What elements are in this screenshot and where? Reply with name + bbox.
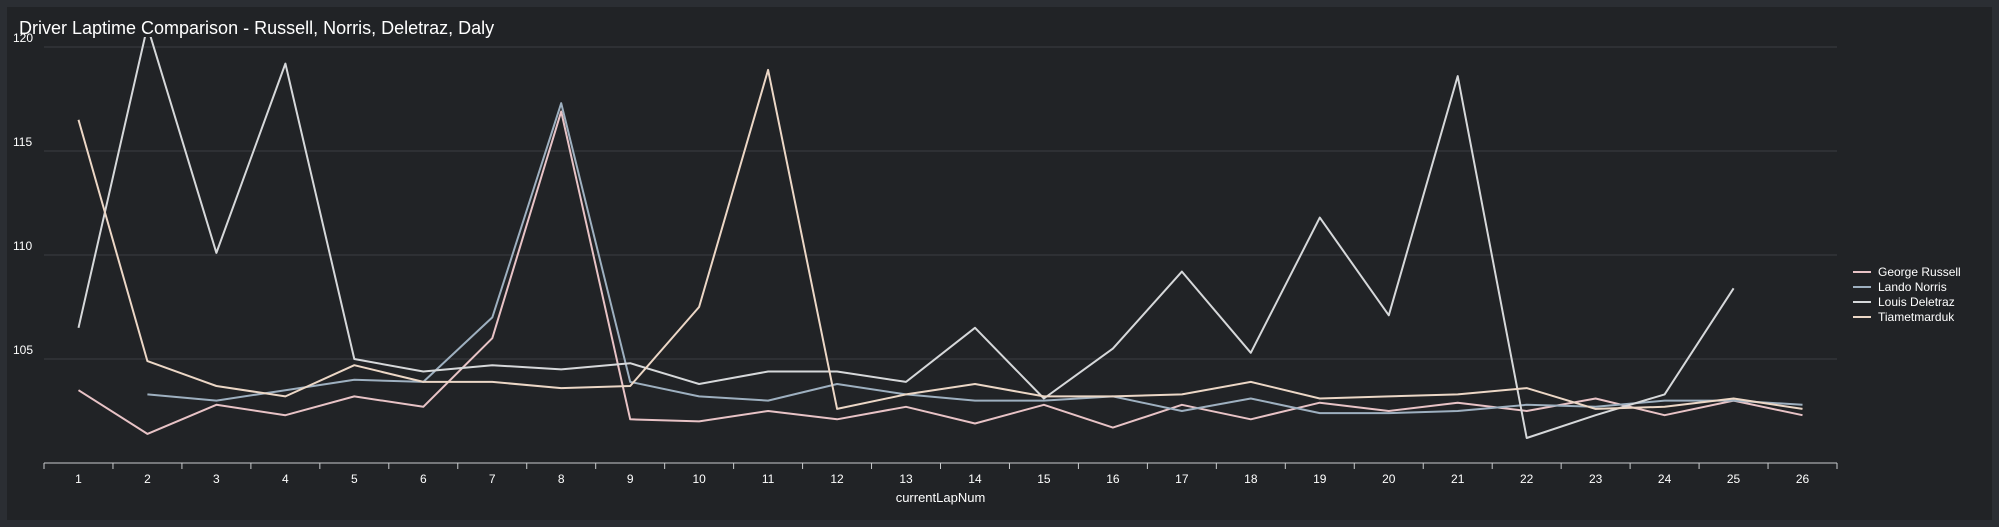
legend-label: Tiametmarduk xyxy=(1878,309,1955,324)
x-tick-label: 14 xyxy=(968,472,982,486)
x-tick-label: 20 xyxy=(1382,472,1396,486)
legend-swatch xyxy=(1853,270,1871,273)
x-tick-label: 22 xyxy=(1520,472,1534,486)
x-tick-label: 21 xyxy=(1451,472,1465,486)
x-tick-label: 16 xyxy=(1106,472,1120,486)
x-tick-label: 13 xyxy=(899,472,913,486)
x-tick-label: 24 xyxy=(1658,472,1672,486)
x-tick-label: 18 xyxy=(1244,472,1258,486)
panel-title: Driver Laptime Comparison - Russell, Nor… xyxy=(19,18,495,38)
legend-swatch xyxy=(1853,285,1871,288)
x-tick-label: 1 xyxy=(75,472,82,486)
y-tick-label: 110 xyxy=(13,239,32,253)
x-tick-label: 12 xyxy=(830,472,844,486)
x-tick-label: 26 xyxy=(1796,472,1810,486)
x-tick-label: 7 xyxy=(489,472,496,486)
series-line-tiametmarduk xyxy=(77,68,1803,410)
series-line-louis-deletraz xyxy=(77,37,1735,439)
legend: George Russell Lando Norris Louis Deletraz… xyxy=(1853,264,1961,324)
x-tick-label: 25 xyxy=(1727,472,1741,486)
y-tick-label: 120 xyxy=(13,31,33,45)
legend-item[interactable]: Tiametmarduk xyxy=(1853,309,1961,324)
legend-label: Louis Deletraz xyxy=(1878,294,1955,309)
legend-swatch xyxy=(1853,300,1871,303)
x-tick-label: 23 xyxy=(1589,472,1603,486)
x-tick-label: 2 xyxy=(144,472,151,486)
plot-area xyxy=(77,37,1803,439)
x-tick-label: 6 xyxy=(420,472,427,486)
legend-swatch xyxy=(1853,315,1871,318)
x-axis-title: currentLapNum xyxy=(896,490,986,505)
x-tick-label: 19 xyxy=(1313,472,1327,486)
series-line-george-russell xyxy=(77,110,1803,435)
x-tick-label: 11 xyxy=(762,472,775,486)
x-tick-label: 15 xyxy=(1037,472,1051,486)
x-tick-label: 4 xyxy=(282,472,289,486)
x-tick-label: 17 xyxy=(1175,472,1189,486)
y-tick-label: 115 xyxy=(13,135,32,149)
chart-panel: Driver Laptime Comparison - Russell, Nor… xyxy=(7,7,1992,520)
x-axis: 1 2 3 4 5 6 7 8 9 10 11 12 13 14 15 16 17 18 19 20 21 22 23 24 2… xyxy=(43,462,1838,505)
grid-lines xyxy=(44,46,1837,360)
y-tick-label: 105 xyxy=(13,343,33,357)
x-tick-label: 9 xyxy=(627,472,634,486)
legend-label: Lando Norris xyxy=(1878,279,1947,294)
legend-item[interactable]: Lando Norris xyxy=(1853,279,1961,294)
y-axis-labels: 105 110 115 120 xyxy=(13,31,33,357)
legend-item[interactable]: George Russell xyxy=(1853,264,1961,279)
legend-label: George Russell xyxy=(1878,264,1961,279)
legend-item[interactable]: Louis Deletraz xyxy=(1853,294,1961,309)
line-chart[interactable]: 1 2 3 4 5 6 7 8 9 10 11 12 13 14 15 16 17 18 19 20 21 22 23 24 2… xyxy=(7,7,1992,520)
x-tick-label: 5 xyxy=(351,472,358,486)
x-tick-label: 10 xyxy=(692,472,706,486)
x-tick-label: 8 xyxy=(558,472,565,486)
x-tick-label: 3 xyxy=(213,472,220,486)
